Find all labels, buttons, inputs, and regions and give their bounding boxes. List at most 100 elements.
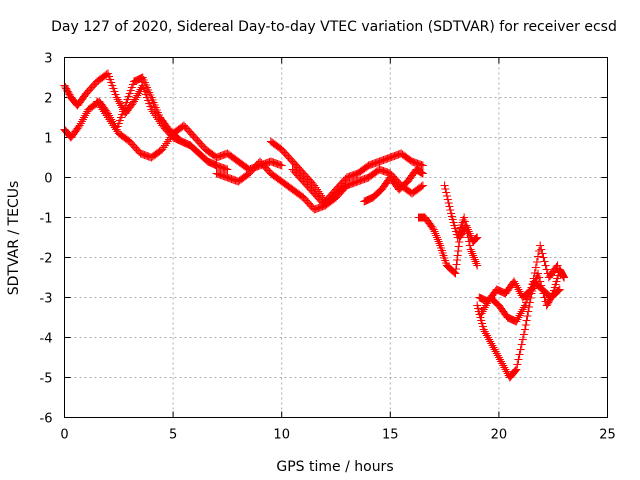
data-point (432, 233, 441, 242)
data-point (530, 269, 539, 277)
series-track-12 (475, 241, 562, 306)
series-track-5 (266, 137, 427, 206)
data-point (446, 206, 455, 214)
data-point (511, 366, 520, 375)
data-point (541, 261, 550, 270)
y-tick-label: -6 (40, 412, 53, 427)
x-tick-label: 25 (599, 428, 616, 443)
x-tick-labels: 0 5 10 15 20 25 (60, 428, 615, 443)
x-tick-label: 20 (491, 428, 508, 443)
data-point (418, 169, 427, 178)
data-point (463, 229, 472, 238)
data-point (469, 251, 478, 260)
data-point (418, 181, 427, 190)
data-point (460, 213, 469, 222)
data-point (473, 233, 482, 242)
data-point (465, 241, 474, 250)
y-tick-label: 1 (44, 132, 52, 147)
series-track-10 (473, 265, 569, 382)
data-point (470, 255, 479, 264)
data-point (444, 199, 453, 207)
data-point (529, 274, 538, 283)
data-point (518, 335, 527, 344)
data-point (552, 263, 561, 271)
data-point (512, 365, 521, 374)
data-point (432, 231, 441, 240)
data-point (471, 257, 480, 266)
data-point (538, 249, 547, 258)
data-point (173, 133, 182, 142)
data-point (537, 245, 546, 254)
series-track-3 (93, 97, 286, 174)
data-point (431, 229, 440, 238)
y-tick-label: -4 (40, 332, 53, 347)
y-tick-label: -5 (40, 372, 53, 387)
data-point (472, 259, 481, 268)
data-point (461, 221, 470, 230)
data-point (465, 237, 474, 246)
data-point (440, 181, 449, 190)
data-point (517, 340, 526, 349)
y-tick-labels: -6 -5 -4 -3 -2 -1 0 1 2 3 (40, 52, 53, 427)
data-point (531, 263, 540, 272)
data-point (540, 257, 549, 266)
series-track-9 (440, 181, 482, 270)
data-point (510, 367, 519, 376)
data-point (533, 252, 542, 261)
data-point (441, 185, 450, 193)
data-point (468, 249, 477, 258)
data-point (442, 188, 451, 197)
data-point (223, 165, 232, 174)
data-point (433, 235, 442, 244)
data-point (516, 345, 525, 354)
x-tick-label: 15 (382, 428, 399, 443)
x-tick-label: 0 (60, 428, 68, 443)
data-point (466, 245, 475, 254)
data-point (430, 227, 439, 236)
x-tick-label: 10 (273, 428, 290, 443)
data-point (560, 273, 569, 282)
data-point (521, 321, 530, 329)
data-point (526, 286, 535, 295)
data-point (527, 285, 536, 294)
data-point (542, 265, 551, 274)
data-point (522, 316, 531, 325)
data-point (555, 285, 564, 294)
data-point (532, 258, 541, 266)
data-point (462, 225, 471, 234)
y-tick-label: 0 (44, 172, 52, 187)
data-point (443, 192, 452, 200)
data-point (445, 202, 454, 211)
data-point (443, 195, 452, 204)
data-point (519, 303, 528, 312)
data-point (553, 261, 562, 270)
data-point (460, 217, 469, 226)
x-tick-label: 5 (169, 428, 177, 443)
y-tick-label: -2 (40, 252, 53, 267)
data-point (528, 280, 537, 288)
data-point (469, 253, 478, 262)
grid (64, 57, 608, 418)
y-tick-label: -1 (40, 212, 53, 227)
data-point (434, 237, 443, 246)
data-point (428, 224, 437, 232)
data-point (473, 261, 482, 270)
x-axis-label: GPS time / hours (276, 459, 393, 475)
data-point (515, 350, 524, 359)
data-point (418, 161, 427, 170)
data-point (464, 233, 473, 242)
data-point (523, 312, 532, 320)
data-point (520, 325, 529, 334)
axis-ticks (64, 57, 608, 418)
data-point (467, 247, 476, 256)
data-point (535, 273, 544, 282)
data-point (450, 268, 459, 277)
y-tick-label: 3 (44, 52, 52, 67)
data-point (435, 239, 444, 248)
chart-title: Day 127 of 2020, Sidereal Day-to-day VTE… (51, 19, 617, 35)
data-point (417, 182, 426, 191)
data-point (514, 355, 523, 364)
data-point (277, 161, 286, 170)
y-tick-label: 2 (44, 92, 52, 107)
